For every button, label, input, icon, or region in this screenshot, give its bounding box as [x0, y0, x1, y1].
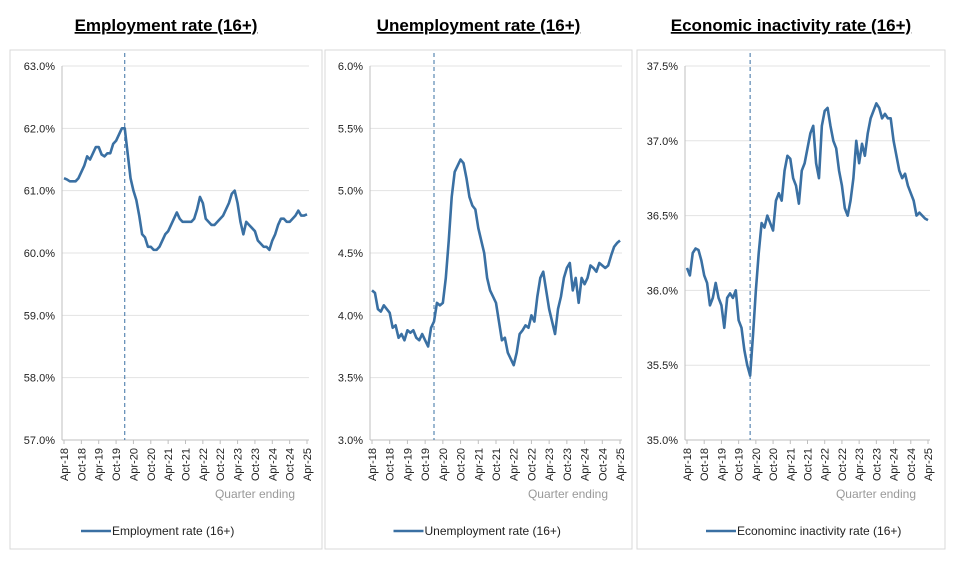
y-tick-label: 36.0%	[647, 285, 678, 297]
panel-border	[636, 49, 946, 550]
x-tick-label: Apr-20	[128, 448, 140, 481]
x-tick-label: Oct-23	[250, 448, 262, 481]
chart-panel: Employment rate (16+) 57.0% 58.0% 59.0% 60.0…	[9, 16, 323, 550]
x-tick-label: Apr-18	[682, 448, 694, 481]
y-tick-label: 60.0%	[24, 248, 55, 260]
x-tick-label: Oct-19	[420, 448, 432, 481]
x-tick-label: Apr-22	[509, 448, 521, 481]
x-tick-label: Oct-24	[906, 448, 918, 481]
x-tick-label: Apr-20	[751, 448, 763, 481]
legend-label: Econominc inactivity rate (16+)	[737, 524, 901, 538]
y-tick-label: 37.5%	[647, 61, 678, 73]
x-tick-label: Oct-20	[456, 448, 468, 481]
x-tick-label: Apr-21	[785, 448, 797, 481]
y-tick-label: 63.0%	[24, 61, 55, 73]
y-tick-label: 35.0%	[647, 435, 678, 447]
y-tick-label: 5.5%	[338, 123, 363, 135]
y-tick-label: 62.0%	[24, 123, 55, 135]
x-tick-label: Oct-18	[385, 448, 397, 481]
x-tick-label: Apr-19	[94, 448, 106, 481]
panel-border	[324, 49, 633, 550]
y-tick-label: 57.0%	[24, 435, 55, 447]
y-tick-label: 4.0%	[338, 310, 363, 322]
x-tick-label: Apr-24	[580, 448, 592, 481]
legend-label: Employment rate (16+)	[112, 524, 234, 538]
y-tick-label: 59.0%	[24, 310, 55, 322]
x-tick-label: Apr-21	[473, 448, 485, 481]
series-line	[63, 127, 308, 252]
x-tick-label: Apr-22	[198, 448, 210, 481]
series-line	[371, 158, 621, 367]
x-tick-label: Oct-23	[562, 448, 574, 481]
y-tick-label: 61.0%	[24, 186, 55, 198]
chart-title: Unemployment rate (16+)	[377, 16, 581, 35]
x-tick-label: Apr-18	[367, 448, 379, 481]
chart-title: Employment rate (16+)	[75, 16, 258, 35]
y-tick-label: 36.5%	[647, 211, 678, 223]
x-tick-label: Oct-20	[146, 448, 158, 481]
x-tick-label: Oct-18	[699, 448, 711, 481]
y-tick-label: 6.0%	[338, 61, 363, 73]
x-axis-title: Quarter ending	[528, 487, 608, 501]
x-tick-label: Oct-24	[597, 448, 609, 481]
y-tick-label: 5.0%	[338, 186, 363, 198]
x-tick-label: Apr-24	[889, 448, 901, 481]
legend-label: Unemployment rate (16+)	[425, 524, 561, 538]
chart-panel: Economic inactivity rate (16+) 35.0% 35.5%…	[636, 16, 946, 550]
x-tick-label: Apr-24	[267, 448, 279, 481]
x-tick-label: Oct-22	[526, 448, 538, 481]
y-tick-label: 3.5%	[338, 373, 363, 385]
x-tick-label: Oct-22	[215, 448, 227, 481]
x-tick-label: Oct-21	[181, 448, 193, 481]
x-tick-label: Apr-19	[716, 448, 728, 481]
x-tick-label: Apr-23	[233, 448, 245, 481]
x-tick-label: Oct-19	[111, 448, 123, 481]
y-tick-label: 3.0%	[338, 435, 363, 447]
x-tick-label: Apr-18	[59, 448, 71, 481]
x-axis-title: Quarter ending	[836, 487, 916, 501]
x-tick-label: Apr-20	[438, 448, 450, 481]
x-tick-label: Apr-22	[820, 448, 832, 481]
y-tick-label: 4.5%	[338, 248, 363, 260]
x-tick-label: Apr-25	[923, 448, 935, 481]
x-tick-label: Apr-23	[544, 448, 556, 481]
x-tick-label: Apr-25	[302, 448, 314, 481]
chart-title: Economic inactivity rate (16+)	[671, 16, 911, 35]
x-tick-label: Oct-21	[491, 448, 503, 481]
x-tick-label: Apr-23	[854, 448, 866, 481]
x-tick-label: Oct-22	[837, 448, 849, 481]
x-tick-label: Oct-19	[734, 448, 746, 481]
y-tick-label: 35.5%	[647, 360, 678, 372]
x-tick-label: Apr-25	[615, 448, 627, 481]
x-tick-label: Oct-20	[768, 448, 780, 481]
y-tick-label: 37.0%	[647, 136, 678, 148]
x-tick-label: Oct-24	[285, 448, 297, 481]
series-line	[685, 102, 929, 377]
x-tick-label: Oct-18	[76, 448, 88, 481]
x-tick-label: Apr-19	[402, 448, 414, 481]
y-tick-label: 58.0%	[24, 373, 55, 385]
x-tick-label: Apr-21	[163, 448, 175, 481]
panel-border	[9, 49, 323, 550]
x-axis-title: Quarter ending	[215, 487, 295, 501]
x-tick-label: Oct-23	[871, 448, 883, 481]
x-tick-label: Oct-21	[803, 448, 815, 481]
chart-panel: Unemployment rate (16+) 3.0% 3.5% 4.0% 4.5% 5…	[324, 16, 633, 550]
